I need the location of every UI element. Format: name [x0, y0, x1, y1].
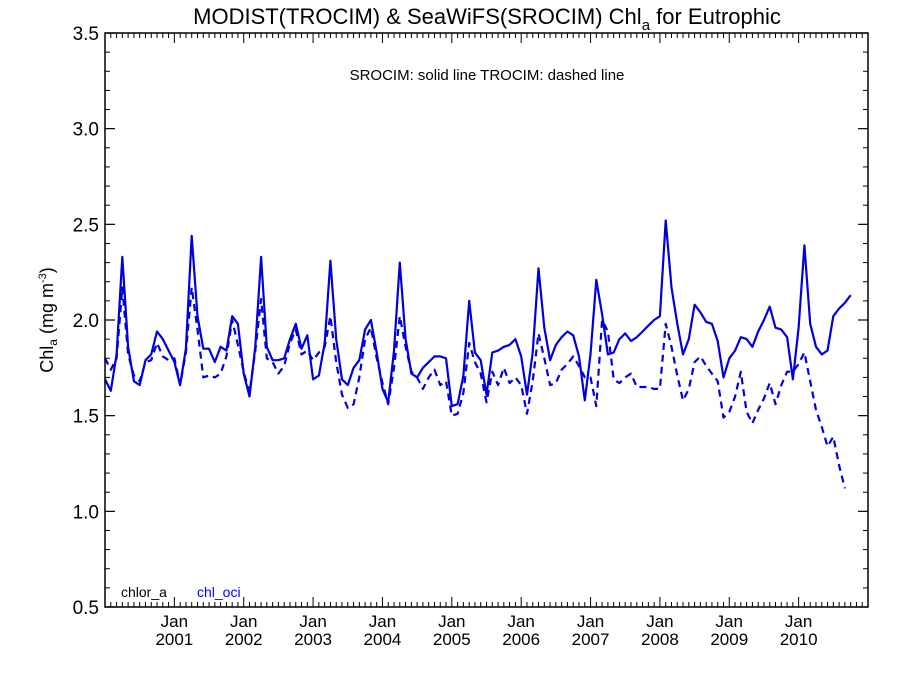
x-tick-month-label: Jan — [646, 612, 673, 631]
x-tick-year-label: 2004 — [364, 630, 402, 649]
y-tick-label: 3.0 — [73, 120, 99, 141]
chart-title: MODIST(TROCIM) & SeaWiFS(SROCIM) Chla fo… — [193, 4, 781, 34]
x-tick-year-label: 2009 — [710, 630, 748, 649]
x-tick-year-label: 2010 — [780, 630, 818, 649]
x-tick-month-label: Jan — [161, 612, 188, 631]
y-axis-label-unit: (mg m — [37, 283, 57, 339]
y-axis-label-main: Chl — [37, 346, 57, 373]
series-line-srocim — [104, 219, 852, 408]
y-axis-label-close: ) — [37, 267, 57, 273]
x-tick-month-label: Jan — [369, 612, 396, 631]
y-tick-label: 2.5 — [73, 215, 99, 236]
y-tick-label: 2.0 — [73, 311, 99, 332]
y-axis-label-subscript: a — [46, 339, 60, 346]
x-tick-month-label: Jan — [299, 612, 326, 631]
y-tick-label: 1.0 — [73, 502, 99, 523]
y-axis-label-superscript: -3 — [37, 273, 49, 283]
x-tick-month-label: Jan — [577, 612, 604, 631]
x-tick-month-label: Jan — [716, 612, 743, 631]
x-tick-year-label: 2001 — [155, 630, 193, 649]
x-tick-month-label: Jan — [230, 612, 257, 631]
y-tick-label: 3.5 — [73, 24, 99, 45]
series-line-trocim — [104, 286, 846, 489]
x-tick-year-label: 2002 — [225, 630, 263, 649]
y-axis-label: Chla (mg m-3) — [37, 267, 60, 372]
x-tick-month-label: Jan — [507, 612, 534, 631]
x-tick-month-label: Jan — [438, 612, 465, 631]
x-tick-year-label: 2008 — [641, 630, 679, 649]
plot-frame — [104, 32, 869, 608]
legend: chlor_a chl_oci — [121, 584, 241, 600]
chart-title-main: MODIST(TROCIM) & SeaWiFS(SROCIM) Chl — [193, 4, 642, 29]
x-tick-year-label: 2007 — [572, 630, 610, 649]
x-tick-year-label: 2003 — [294, 630, 332, 649]
axes: 0.51.01.52.02.53.03.5Jan2001Jan2002Jan20… — [73, 24, 869, 649]
chart-title-subscript: a — [642, 17, 651, 34]
series-lines — [104, 219, 852, 489]
y-tick-label: 0.5 — [73, 598, 99, 619]
x-tick-year-label: 2005 — [433, 630, 471, 649]
chart-title-end: for Eutrophic — [650, 4, 781, 29]
line-style-annotation: SROCIM: solid line TROCIM: dashed line — [350, 67, 625, 84]
y-tick-label: 1.5 — [73, 407, 99, 428]
x-tick-year-label: 2006 — [502, 630, 540, 649]
legend-item: chl_oci — [197, 584, 241, 600]
x-tick-month-label: Jan — [785, 612, 812, 631]
legend-item: chlor_a — [121, 584, 167, 600]
